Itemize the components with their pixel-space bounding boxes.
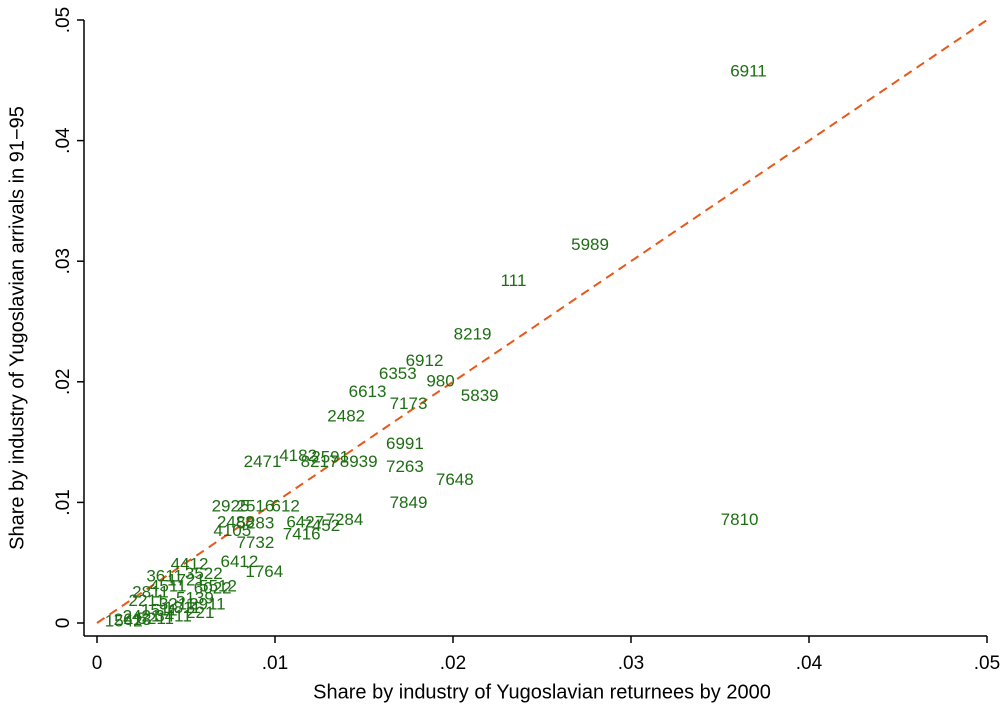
x-tick-label: .02 [440,653,466,674]
point-label: 5211 [137,609,174,628]
x-tick-label: .01 [262,653,288,674]
point-label: 7810 [721,510,759,529]
point-label: 6412 [220,552,258,571]
point-label: 2613 [114,610,152,629]
point-label: 2421 [123,606,161,625]
point-label: 7452 [302,516,340,535]
point-label: 1511 [141,600,178,619]
y-tick-label: .03 [53,248,74,274]
point-label: 6022 [194,579,232,598]
point-label: 6912 [406,351,444,370]
point-label: 3411 [155,606,192,625]
x-tick-label: .04 [796,653,823,674]
point-label: 3611 [146,567,183,586]
point-label: 6353 [379,364,417,383]
y-tick-label: 0 [53,618,74,629]
point-label: 2591 [311,447,349,466]
point-label: 2488 [217,512,255,531]
x-tick-label: 0 [92,653,103,674]
point-label: 5283 [237,514,275,533]
point-label: 7648 [436,470,474,489]
point-label: 7173 [390,394,428,413]
point-label: 7416 [283,524,321,543]
point-label: 7284 [326,510,364,529]
point-label: 5839 [461,386,499,405]
point-label: 1721 [167,570,205,589]
point-label: 8939 [340,452,378,471]
point-label: 2811 [132,582,169,601]
point-label: 4511 [150,576,187,595]
point-label: 4182 [279,446,317,465]
point-label: 3211 [159,594,196,613]
point-label: 221 [186,603,214,622]
x-tick-label: .03 [618,653,644,674]
point-label: 3522 [185,564,223,583]
y-axis-title: Share by industry of Yugoslavian arrival… [6,106,28,550]
point-label: 612 [271,497,299,516]
point-label: 1542 [105,611,143,630]
y-tick-label: .04 [53,127,74,154]
point-label: 5139 [176,588,214,607]
point-label: 7263 [386,457,424,476]
point-label: 2471 [244,452,282,471]
point-label: 4105 [213,521,251,540]
point-label: 6427 [286,512,324,531]
point-label: 8217 [301,452,339,471]
point-label: 2516 [237,497,275,516]
point-label: 6911 [730,61,767,80]
point-label: 8219 [454,324,492,343]
point-label: 980 [426,371,454,390]
point-label: 111 [501,271,527,290]
y-tick-label: .05 [53,7,74,33]
x-tick-label: .05 [974,653,1000,674]
point-label: 2482 [327,406,365,425]
point-label: 6991 [386,434,424,453]
point-label: 6613 [349,382,387,401]
y-tick-label: .01 [53,489,74,515]
point-label: 1811 [164,598,201,617]
point-label: 2211 [129,591,166,610]
point-label: 7849 [390,493,428,512]
y-tick-label: .02 [53,369,74,395]
point-label: 2911 [189,594,226,613]
point-label: 1764 [245,562,283,581]
point-label: 7732 [237,533,275,552]
point-label: 2925 [212,497,250,516]
point-label: 5512 [199,576,237,595]
x-axis-title: Share by industry of Yugoslavian returne… [313,681,771,703]
point-label: 5989 [571,235,609,254]
point-label: 4412 [171,555,209,574]
